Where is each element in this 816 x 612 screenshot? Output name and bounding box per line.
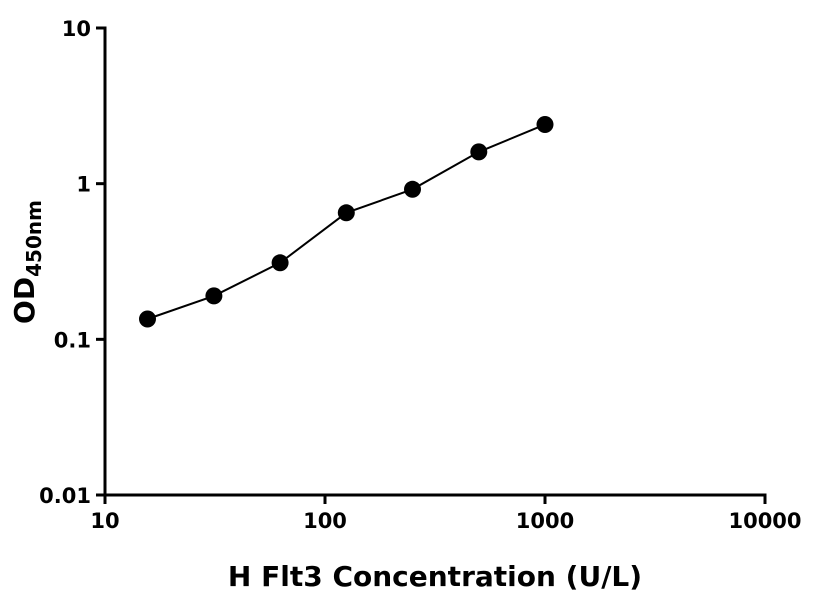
y-tick-label: 10	[62, 17, 91, 41]
x-axis-title: H Flt3 Concentration (U/L)	[228, 560, 642, 593]
x-tick-label: 10	[90, 509, 119, 533]
y-axis-title: OD450nm	[8, 200, 46, 324]
y-tick-label: 0.01	[39, 484, 91, 508]
x-tick-label: 10000	[728, 509, 801, 533]
x-tick-label: 1000	[516, 509, 574, 533]
y-axis-title-subscript: 450nm	[22, 200, 46, 277]
x-tick-label: 100	[303, 509, 347, 533]
y-axis-title-main: OD	[8, 277, 41, 324]
y-tick-label: 0.1	[54, 328, 91, 352]
y-tick-label: 1	[76, 173, 91, 197]
fit-line	[147, 123, 546, 320]
